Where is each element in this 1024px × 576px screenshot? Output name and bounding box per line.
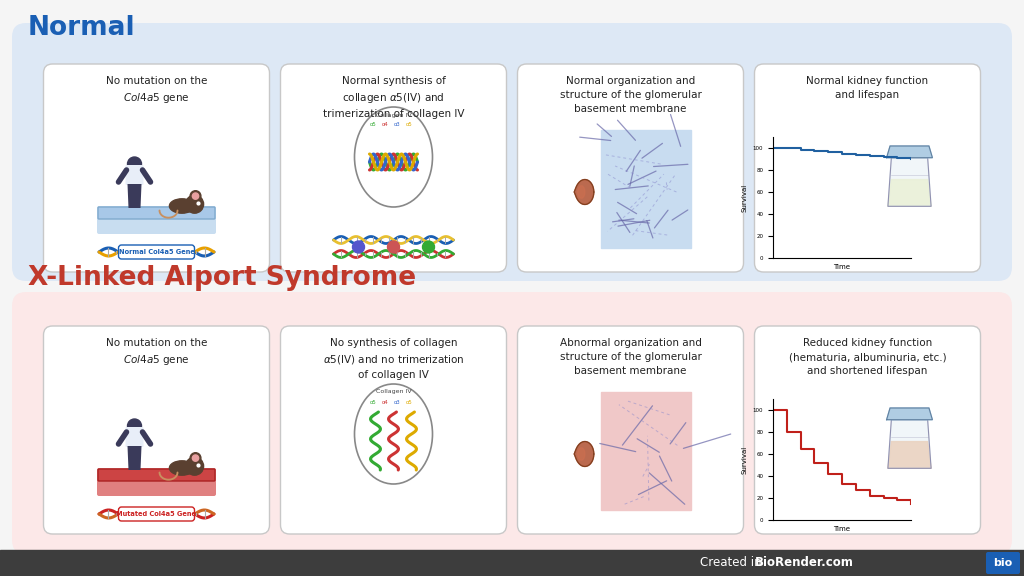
- Circle shape: [190, 453, 201, 464]
- Text: α4: α4: [382, 400, 389, 404]
- Bar: [0, 550, 1024, 576]
- Text: Created in: Created in: [700, 556, 765, 570]
- FancyBboxPatch shape: [517, 64, 743, 272]
- Text: Normal: Normal: [28, 15, 135, 41]
- FancyBboxPatch shape: [12, 23, 1012, 281]
- Bar: [600, 392, 690, 510]
- Text: Reduced kidney function
(hematuria, albuminuria, etc.)
and shortened lifespan: Reduced kidney function (hematuria, albu…: [788, 338, 946, 376]
- FancyBboxPatch shape: [126, 165, 143, 185]
- Ellipse shape: [169, 461, 195, 475]
- X-axis label: Time: Time: [834, 264, 851, 270]
- Polygon shape: [888, 180, 931, 206]
- FancyBboxPatch shape: [43, 64, 269, 272]
- Circle shape: [387, 241, 399, 253]
- Polygon shape: [887, 146, 933, 158]
- FancyBboxPatch shape: [281, 64, 507, 272]
- Text: Abnormal organization and
structure of the glomerular
basement membrane: Abnormal organization and structure of t…: [559, 338, 701, 376]
- Y-axis label: Survival: Survival: [741, 445, 748, 473]
- Polygon shape: [888, 420, 931, 468]
- FancyBboxPatch shape: [98, 469, 215, 481]
- Circle shape: [352, 241, 365, 253]
- FancyBboxPatch shape: [43, 326, 269, 534]
- Circle shape: [128, 419, 141, 433]
- Polygon shape: [578, 448, 585, 460]
- Text: Collagen IV: Collagen IV: [376, 389, 412, 395]
- Circle shape: [423, 241, 434, 253]
- FancyBboxPatch shape: [12, 292, 1012, 554]
- Circle shape: [193, 193, 199, 199]
- Text: No mutation on the
$\it{Col4a5}$ gene: No mutation on the $\it{Col4a5}$ gene: [105, 338, 207, 367]
- Text: Normal organization and
structure of the glomerular
basement membrane: Normal organization and structure of the…: [559, 76, 701, 114]
- Circle shape: [193, 455, 199, 461]
- FancyBboxPatch shape: [98, 207, 215, 219]
- Circle shape: [190, 191, 201, 202]
- Text: Normal Col4a5 Gene: Normal Col4a5 Gene: [119, 249, 195, 255]
- FancyBboxPatch shape: [517, 326, 743, 534]
- FancyBboxPatch shape: [755, 64, 981, 272]
- FancyBboxPatch shape: [126, 427, 143, 447]
- Polygon shape: [574, 442, 594, 467]
- Text: α4: α4: [382, 123, 389, 127]
- Text: bio: bio: [993, 558, 1013, 568]
- Text: α5: α5: [370, 123, 377, 127]
- Text: No synthesis of collagen
$\it{α5}$(IV) and no trimerization
of collagen IV: No synthesis of collagen $\it{α5}$(IV) a…: [323, 338, 464, 380]
- Text: Normal kidney function
and lifespan: Normal kidney function and lifespan: [807, 76, 929, 100]
- Text: α5: α5: [407, 400, 413, 404]
- Ellipse shape: [354, 107, 432, 207]
- Polygon shape: [888, 158, 931, 206]
- Ellipse shape: [169, 199, 195, 213]
- FancyBboxPatch shape: [986, 552, 1020, 574]
- X-axis label: Time: Time: [834, 525, 851, 532]
- Bar: [600, 130, 690, 248]
- FancyBboxPatch shape: [97, 206, 216, 234]
- FancyBboxPatch shape: [281, 326, 507, 534]
- Polygon shape: [888, 442, 931, 468]
- Text: α5: α5: [407, 123, 413, 127]
- FancyBboxPatch shape: [119, 507, 195, 521]
- Polygon shape: [128, 446, 141, 470]
- Text: No mutation on the
$\it{Col4a5}$ gene: No mutation on the $\it{Col4a5}$ gene: [105, 76, 207, 105]
- FancyBboxPatch shape: [97, 468, 216, 496]
- FancyBboxPatch shape: [755, 326, 981, 534]
- Circle shape: [185, 195, 204, 213]
- Ellipse shape: [354, 384, 432, 484]
- Text: Mutated Col4a5 Gene: Mutated Col4a5 Gene: [117, 511, 197, 517]
- Polygon shape: [574, 180, 594, 204]
- Polygon shape: [578, 185, 585, 198]
- Text: X-Linked Alport Syndrome: X-Linked Alport Syndrome: [28, 265, 416, 291]
- Text: BioRender.com: BioRender.com: [755, 556, 854, 570]
- Y-axis label: Survival: Survival: [741, 183, 748, 211]
- Text: α3: α3: [394, 123, 400, 127]
- Polygon shape: [887, 408, 933, 420]
- Polygon shape: [128, 184, 141, 208]
- Text: α5: α5: [370, 400, 377, 404]
- Text: α3: α3: [394, 400, 400, 404]
- Text: Normal synthesis of
collagen $\it{α5}$(IV) and
trimerization of collagen IV: Normal synthesis of collagen $\it{α5}$(I…: [323, 76, 464, 119]
- Circle shape: [128, 157, 141, 171]
- FancyBboxPatch shape: [119, 245, 195, 259]
- Circle shape: [185, 457, 204, 475]
- Text: Collagen IV: Collagen IV: [376, 112, 412, 118]
